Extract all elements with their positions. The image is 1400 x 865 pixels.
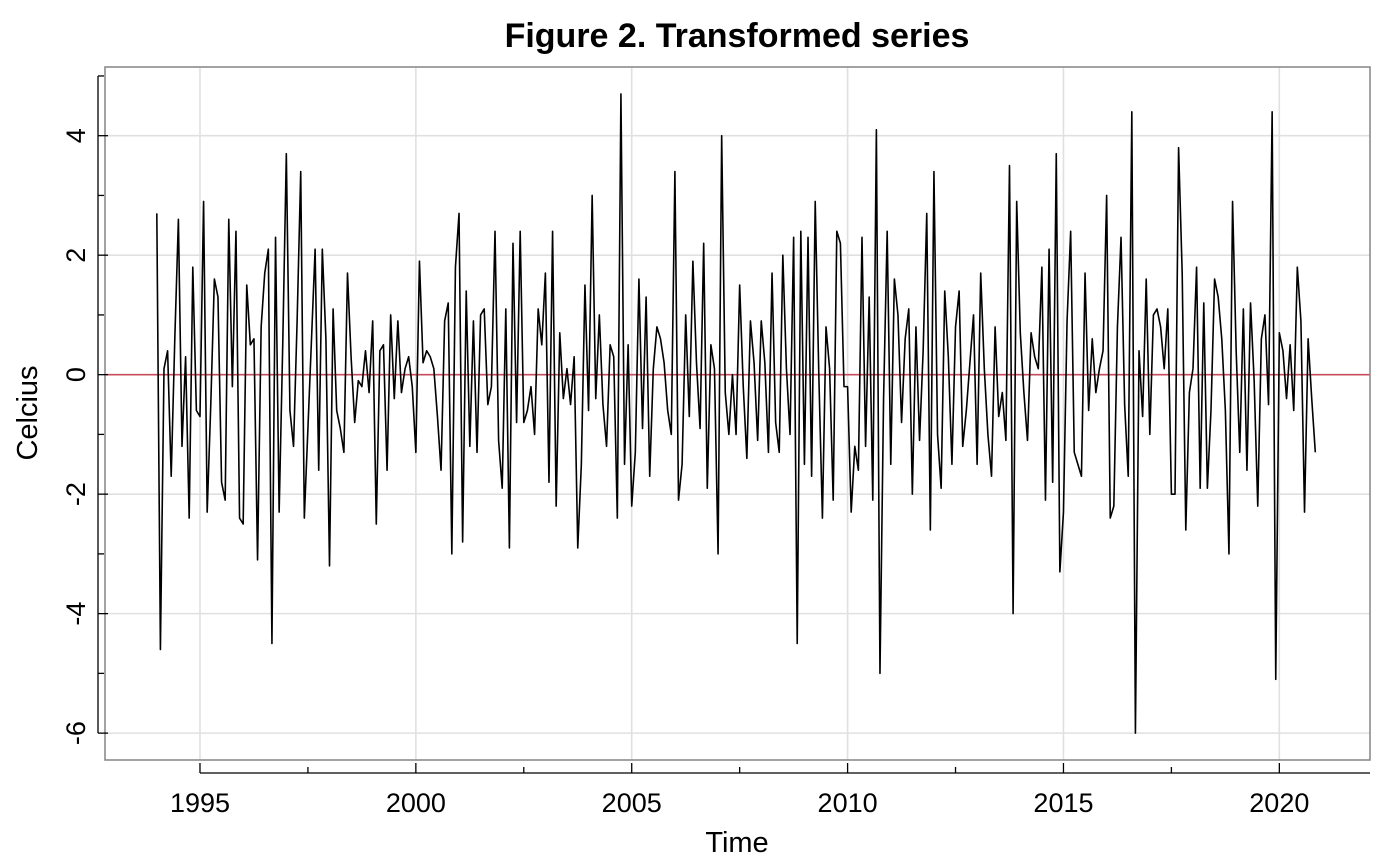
chart-title: Figure 2. Transformed series (505, 17, 970, 55)
x-axis: 1995 2000 2005 2010 2015 2020 (170, 763, 1370, 818)
x-tick-label: 2015 (1033, 788, 1093, 818)
y-tick-label: -6 (61, 721, 91, 745)
x-tick-label: 1995 (170, 788, 230, 818)
y-tick-label: 2 (61, 248, 91, 263)
x-axis-label: Time (705, 827, 768, 859)
y-tick-label: -4 (61, 602, 91, 626)
x-tick-label: 2010 (818, 788, 878, 818)
y-tick-label: 0 (61, 367, 91, 382)
y-tick-label: 4 (61, 128, 91, 143)
y-axis-label: Celcius (12, 365, 44, 460)
y-axis: -6 -4 -2 0 2 4 (61, 75, 108, 745)
x-tick-label: 2005 (602, 788, 662, 818)
plot-frame (104, 66, 1371, 761)
series-layer (156, 93, 1317, 734)
y-tick-label: -2 (61, 482, 91, 506)
x-tick-label: 2020 (1249, 788, 1309, 818)
x-tick-label: 2000 (386, 788, 446, 818)
series-line (156, 93, 1317, 734)
